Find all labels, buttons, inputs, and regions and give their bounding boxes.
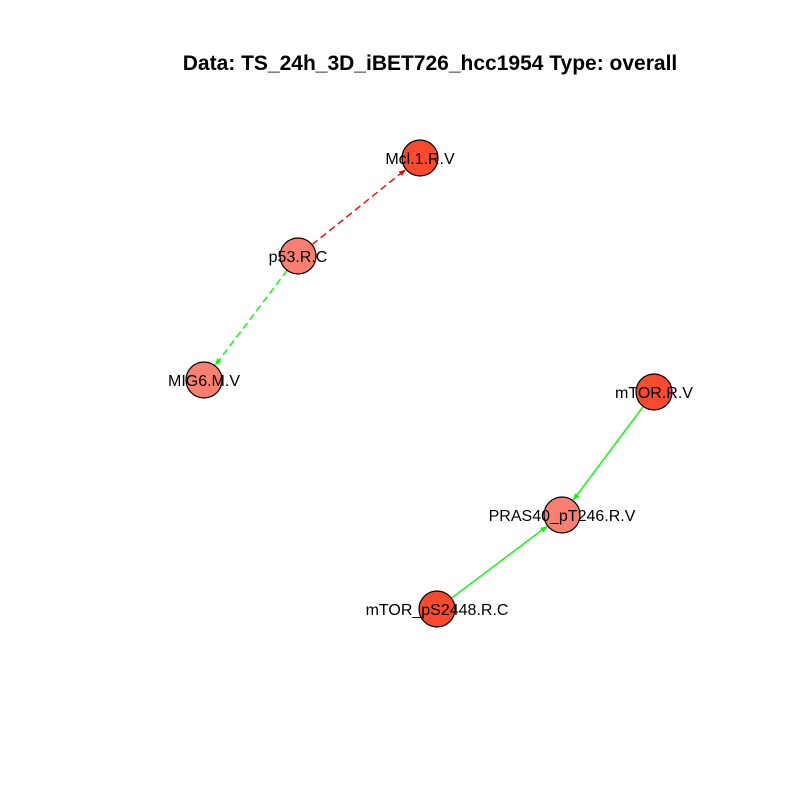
node-label: MIG6.M.V [168,373,240,390]
node-circle [279,237,317,275]
node-circle [543,496,581,534]
nodes-layer: Mcl.1.R.V p53.R.C MIG6.M.V mTOR.R.V PRAS40_p… [168,139,693,628]
node-label: PRAS40_pT246.R.V [489,508,636,525]
node-mtor: mTOR.R.V [615,373,693,411]
edge-mtorps-to-pras40 [450,525,548,599]
node-label: mTOR.R.V [615,385,693,402]
node-label: p53.R.C [269,249,328,266]
node-mtorps: mTOR_pS2448.R.C [366,590,509,628]
edge-mtor-to-pras40 [572,405,644,501]
node-circle [185,361,223,399]
chart-title: Data: TS_24h_3D_iBET726_hcc1954 Type: ov… [183,52,678,75]
node-circle [418,590,456,628]
node-circle [635,373,673,411]
node-label: Mcl.1.R.V [385,151,455,168]
edge-p53-to-mcl1 [311,169,406,246]
node-mcl1: Mcl.1.R.V [385,139,455,177]
node-circle [401,139,439,177]
node-mig6: MIG6.M.V [168,361,240,399]
node-pras40: PRAS40_pT246.R.V [489,496,636,534]
node-p53: p53.R.C [269,237,328,275]
node-label: mTOR_pS2448.R.C [366,602,509,619]
edges-layer [214,169,644,599]
edge-p53-to-mig6 [214,269,288,366]
